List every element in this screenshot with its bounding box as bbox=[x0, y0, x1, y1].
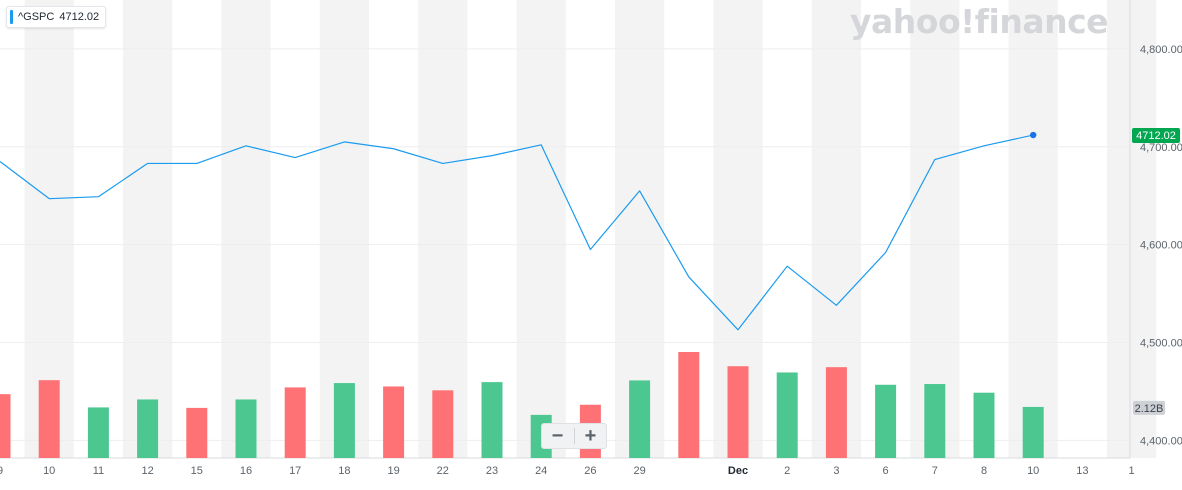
x-tick-label: 17 bbox=[289, 465, 301, 477]
volume-bar bbox=[481, 382, 503, 458]
x-tick-label: 22 bbox=[437, 465, 449, 477]
x-tick-label: 2 bbox=[784, 465, 790, 477]
zoom-in-button[interactable]: + bbox=[584, 425, 597, 447]
weekday-band bbox=[123, 0, 173, 458]
x-tick-label: 9 bbox=[0, 465, 3, 477]
x-tick-label: 3 bbox=[833, 465, 839, 477]
volume-bar bbox=[825, 367, 847, 458]
series-color-swatch bbox=[10, 10, 13, 24]
weekday-band bbox=[418, 0, 468, 458]
x-tick-label: 19 bbox=[387, 465, 399, 477]
last-price-dot bbox=[1030, 131, 1037, 139]
y-tick-label: 4,500.00 bbox=[1140, 338, 1182, 350]
volume-bar bbox=[186, 407, 208, 458]
y-tick-label: 4,800.00 bbox=[1140, 44, 1182, 56]
x-tick-label: 24 bbox=[535, 465, 547, 477]
x-tick-label: 13 bbox=[1076, 465, 1088, 477]
weekday-bands bbox=[24, 0, 1157, 458]
y-tick-label: 4,700.00 bbox=[1140, 142, 1182, 154]
last-volume-label: 2.12B bbox=[1135, 403, 1164, 415]
x-tick-label: 10 bbox=[43, 465, 55, 477]
ticker-chip[interactable]: ^GSPC 4712.02 bbox=[6, 6, 107, 28]
volume-bar bbox=[973, 392, 995, 458]
weekday-band bbox=[221, 0, 271, 458]
x-tick-label: 23 bbox=[486, 465, 498, 477]
weekday-band bbox=[1107, 0, 1157, 458]
volume-bar bbox=[924, 384, 946, 458]
x-tick-label: 11 bbox=[93, 465, 104, 477]
weekday-band bbox=[910, 0, 960, 458]
x-tick-label: 29 bbox=[633, 465, 645, 477]
volume-bar bbox=[629, 380, 651, 458]
x-tick-label: 8 bbox=[981, 465, 987, 477]
x-tick-label: 7 bbox=[932, 465, 938, 477]
last-volume-tag bbox=[1133, 400, 1165, 415]
volume-bar bbox=[432, 390, 454, 458]
volume-bar bbox=[776, 372, 798, 458]
weekday-band bbox=[516, 0, 566, 458]
x-tick-label: 10 bbox=[1027, 465, 1039, 477]
volume-bar bbox=[38, 380, 60, 458]
x-tick-label: 15 bbox=[191, 465, 203, 477]
volume-bar bbox=[875, 384, 897, 458]
ticker-value: 4712.02 bbox=[59, 11, 100, 23]
volume-bar bbox=[678, 352, 700, 458]
last-price-label: 4712.02 bbox=[1136, 130, 1176, 142]
volume-bar bbox=[284, 387, 306, 458]
x-tick-label: 16 bbox=[240, 465, 252, 477]
weekday-band bbox=[319, 0, 369, 458]
y-axis: 4,800.00 4,700.00 4,600.00 4,500.00 4,400.00… bbox=[1132, 44, 1182, 447]
y-tick-label: 4,400.00 bbox=[1140, 435, 1182, 447]
volume-bar bbox=[137, 399, 159, 458]
ticker-symbol: ^GSPC bbox=[18, 11, 55, 23]
volume-bar bbox=[1022, 406, 1044, 458]
price-line bbox=[0, 134, 1034, 331]
x-tick-label: 1 bbox=[1129, 465, 1135, 477]
volume-bar bbox=[0, 394, 11, 458]
x-axis: 910111215161718192223242629Dec2367810131 bbox=[0, 465, 1135, 477]
zoom-control: − + bbox=[541, 423, 607, 449]
yahoo-finance-watermark: yahoo!finance bbox=[850, 2, 1109, 41]
volume-bar bbox=[87, 407, 109, 458]
y-tick-label: 4,600.00 bbox=[1140, 240, 1182, 252]
x-tick-label: 18 bbox=[338, 465, 350, 477]
x-tick-label: 6 bbox=[883, 465, 889, 477]
price-line-group bbox=[0, 131, 1037, 331]
volume-bar bbox=[727, 366, 749, 458]
volume-bar bbox=[235, 399, 257, 458]
last-price-tag bbox=[1132, 128, 1180, 144]
x-tick-label: Dec bbox=[728, 465, 748, 477]
x-tick-label: 12 bbox=[141, 465, 153, 477]
volume-bar bbox=[333, 383, 355, 458]
zoom-out-button[interactable]: − bbox=[551, 425, 564, 447]
volume-bar bbox=[383, 386, 405, 458]
x-tick-label: 26 bbox=[584, 465, 596, 477]
weekday-band bbox=[1008, 0, 1058, 458]
zoom-divider bbox=[573, 428, 575, 444]
